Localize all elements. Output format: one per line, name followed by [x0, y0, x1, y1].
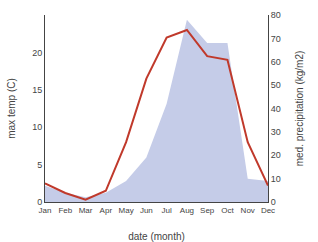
svg-text:max temp (C): max temp (C): [6, 78, 17, 139]
svg-text:Jun: Jun: [140, 206, 153, 215]
svg-text:0: 0: [271, 197, 276, 207]
svg-text:Oct: Oct: [221, 206, 234, 215]
svg-text:40: 40: [271, 104, 281, 114]
svg-text:Mar: Mar: [79, 206, 93, 215]
svg-text:20: 20: [32, 48, 42, 58]
svg-text:May: May: [119, 206, 134, 215]
svg-text:60: 60: [271, 57, 281, 67]
svg-text:Sep: Sep: [200, 206, 215, 215]
svg-text:Dec: Dec: [261, 206, 275, 215]
svg-text:15: 15: [32, 85, 42, 95]
svg-text:50: 50: [271, 80, 281, 90]
svg-text:Jan: Jan: [39, 206, 52, 215]
svg-text:30: 30: [271, 127, 281, 137]
svg-text:10: 10: [32, 122, 42, 132]
svg-text:20: 20: [271, 150, 281, 160]
svg-text:10: 10: [271, 174, 281, 184]
svg-text:5: 5: [37, 160, 42, 170]
svg-text:0: 0: [37, 197, 42, 207]
svg-text:80: 80: [271, 10, 281, 20]
svg-text:Nov: Nov: [241, 206, 255, 215]
svg-text:70: 70: [271, 34, 281, 44]
svg-text:Aug: Aug: [180, 206, 194, 215]
svg-text:Apr: Apr: [100, 206, 113, 215]
svg-text:med. precipitation (kg/m2): med. precipitation (kg/m2): [294, 51, 305, 167]
svg-text:Jul: Jul: [162, 206, 172, 215]
svg-text:date (month): date (month): [128, 231, 185, 242]
svg-text:Feb: Feb: [58, 206, 72, 215]
